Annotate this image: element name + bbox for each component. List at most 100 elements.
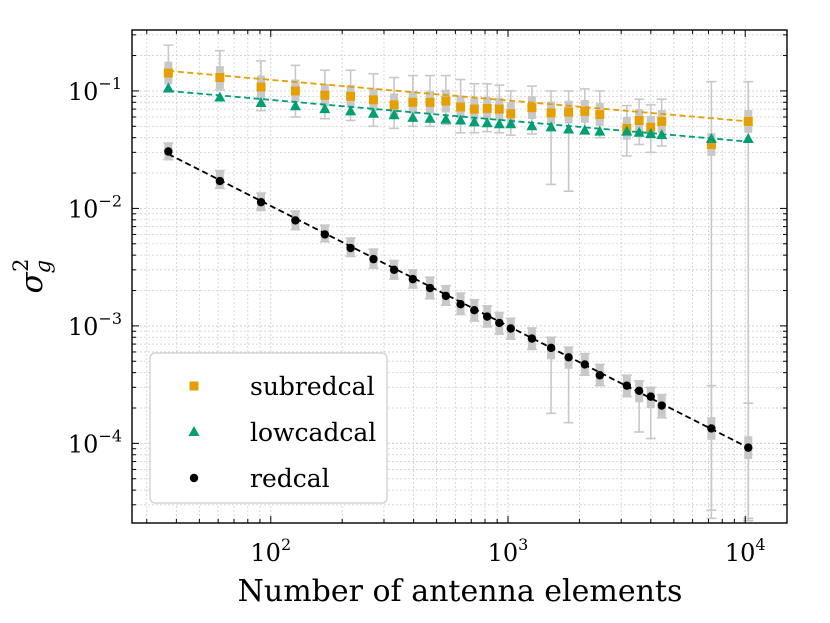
subredcal-point xyxy=(425,97,435,107)
subredcal-point xyxy=(646,122,656,132)
subredcal-point xyxy=(256,82,266,92)
lowcadcal-point xyxy=(545,121,557,132)
redcal-point xyxy=(595,371,604,380)
subredcal-point xyxy=(494,104,504,114)
redcal-point xyxy=(291,216,300,225)
redcal-point xyxy=(657,401,666,410)
legend-subredcal-label: subredcal xyxy=(250,372,375,401)
lowcadcal-point xyxy=(289,100,301,111)
redcal-point xyxy=(456,299,465,309)
lowcadcal-point xyxy=(579,124,591,135)
redcal-point xyxy=(707,424,716,433)
subredcal-point xyxy=(564,107,574,117)
subredcal-point xyxy=(408,97,418,107)
redcal-point xyxy=(495,318,504,328)
lowcadcal-point xyxy=(424,112,436,123)
legend-box xyxy=(149,352,388,504)
subredcal-point xyxy=(706,139,716,149)
redcal-point xyxy=(164,147,173,156)
subredcal-point xyxy=(634,116,644,126)
lowcadcal-point xyxy=(621,125,633,136)
subredcal-fit-line xyxy=(168,70,749,123)
subredcal-point xyxy=(595,109,605,119)
redcal-point xyxy=(320,230,330,239)
y-axis-title: σg2 xyxy=(9,259,55,294)
y-tick-label: 10−1 xyxy=(68,74,122,106)
redcal-point xyxy=(580,360,589,369)
lowcadcal-point xyxy=(656,129,668,140)
subredcal-point xyxy=(506,109,516,119)
redcal-point xyxy=(369,254,378,264)
redcal-point xyxy=(744,443,753,452)
x-tick-label: 102 xyxy=(250,535,291,567)
legend-subredcal-marker xyxy=(189,381,199,391)
x-tick-label: 103 xyxy=(488,535,529,567)
lowcadcal-point xyxy=(633,126,645,137)
lowcadcal-point xyxy=(481,117,493,128)
lowcadcal-point xyxy=(594,125,606,136)
subredcal-point xyxy=(482,103,492,113)
subredcal-point xyxy=(441,96,451,106)
y-axis-title-sup: 2 xyxy=(9,259,33,272)
legend-lowcadcal-marker xyxy=(188,426,200,436)
redcal-point xyxy=(646,392,655,401)
y-tick-label: 10−2 xyxy=(68,191,122,223)
redcal-point xyxy=(215,176,225,186)
redcal-point xyxy=(622,381,632,390)
y-axis-title-symbol: σ xyxy=(14,272,50,294)
lowcadcal-point xyxy=(367,107,379,118)
subredcal-point xyxy=(346,91,356,101)
lowcadcal-point xyxy=(440,113,452,124)
legend-redcal-marker xyxy=(189,473,199,483)
subredcal-point xyxy=(368,95,378,105)
lowcadcal-point xyxy=(388,109,400,120)
redcal-point xyxy=(506,324,515,333)
lowcadcal-point xyxy=(493,118,505,129)
redcal-point xyxy=(482,312,492,321)
y-axis-title-sub: g xyxy=(31,260,55,273)
redcal-point xyxy=(441,291,451,301)
legend-redcal-label: redcal xyxy=(250,464,330,493)
plot-frame xyxy=(131,29,788,524)
tick-labels: 102 103 104 10−4 10−3 10−2 10−1 xyxy=(68,74,766,567)
lowcadcal-point xyxy=(468,116,480,127)
subredcal-point xyxy=(290,86,300,96)
lowcadcal-point xyxy=(162,82,174,93)
legend: subredcal lowcadcal redcal xyxy=(149,352,388,504)
subredcal-point xyxy=(743,116,753,126)
x-axis-title: Number of antenna elements xyxy=(238,574,683,609)
lowcadcal-point xyxy=(526,120,538,131)
lowcadcal-point xyxy=(645,127,657,138)
lowcadcal-point xyxy=(319,103,331,114)
subredcal-point xyxy=(527,103,537,113)
redcal-point xyxy=(346,243,355,253)
svg-text:σg2: σg2 xyxy=(9,259,55,294)
lowcadcal-point xyxy=(407,111,419,122)
subredcal-point xyxy=(456,102,466,112)
subredcal-point xyxy=(389,100,399,110)
subredcal-point xyxy=(215,73,225,83)
x-tick-label: 104 xyxy=(725,535,766,567)
redcal-point xyxy=(470,305,479,315)
subredcal-point xyxy=(546,108,556,118)
redcal-point xyxy=(634,386,644,396)
redcal-point xyxy=(389,265,399,275)
lowcadcal-point xyxy=(345,105,357,116)
legend-lowcadcal-label: lowcadcal xyxy=(250,418,376,447)
lowcadcal-point xyxy=(505,118,517,129)
lowcadcal-point xyxy=(455,114,467,125)
y-tick-label: 10−3 xyxy=(68,309,122,341)
subredcal-point xyxy=(580,106,590,116)
redcal-point xyxy=(546,343,556,353)
redcal-point xyxy=(564,353,573,362)
lowcadcal-point xyxy=(563,123,575,134)
lowcadcal-point xyxy=(705,132,717,143)
y-tick-label: 10−4 xyxy=(68,426,122,458)
lowcadcal-point xyxy=(214,91,226,102)
redcal-point xyxy=(527,334,537,343)
redcal-point xyxy=(425,283,435,293)
subredcal-point xyxy=(657,116,667,126)
redcal-point xyxy=(256,197,266,207)
lowcadcal-point xyxy=(255,96,267,107)
